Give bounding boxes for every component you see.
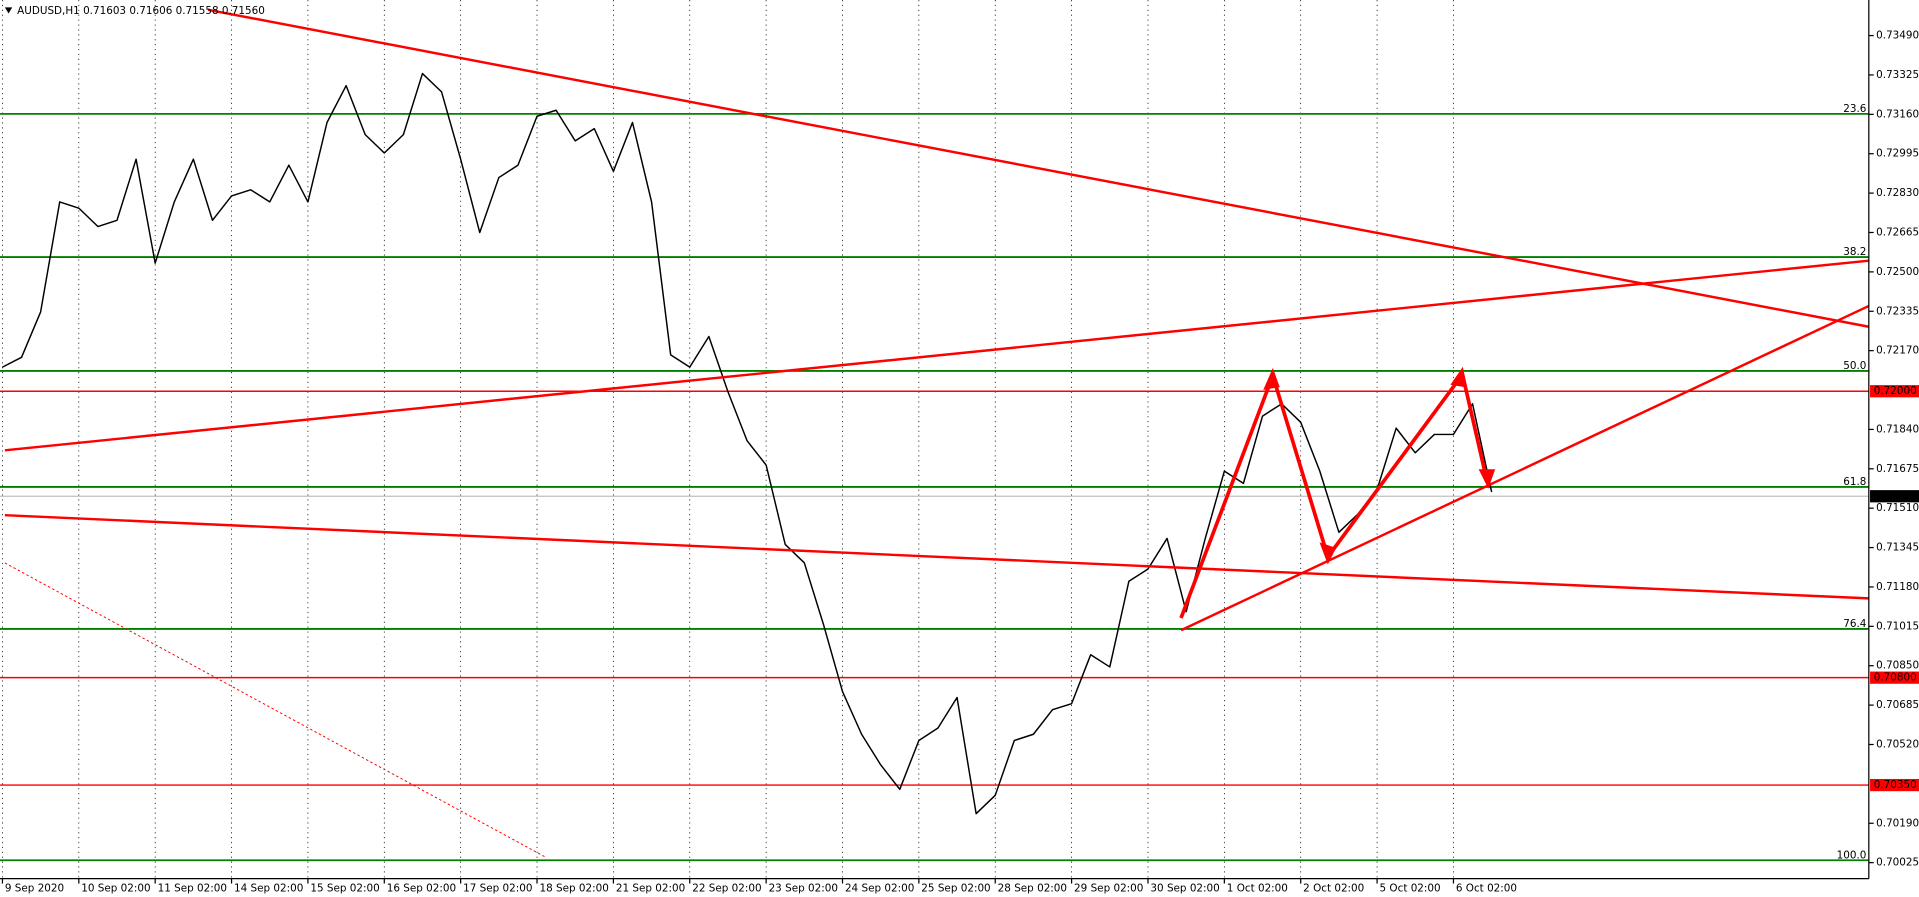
x-tick-label: 23 Sep 02:00 [769,882,838,894]
price-tag [1870,671,1919,684]
y-tick-label: 0.72665 [1876,226,1919,238]
price-tag [1870,778,1919,792]
y-tick-label: 0.72335 [1876,305,1919,317]
y-tick-label: 0.71015 [1876,620,1919,632]
fib-label: 38.2 [1843,246,1866,258]
price-tag-label: 0.70800 [1874,672,1917,684]
fib-label: 23.6 [1843,103,1866,115]
x-tick-label: 17 Sep 02:00 [463,882,532,894]
x-tick-label: 10 Sep 02:00 [81,882,150,894]
fib-label: 61.8 [1843,476,1866,488]
y-tick-label: 0.70025 [1876,857,1919,869]
y-tick-label: 0.73160 [1876,108,1919,120]
x-tick-label: 22 Sep 02:00 [692,882,761,894]
trend-drawings [4,8,1870,858]
y-tick-label: 0.71840 [1876,423,1919,435]
y-tick-label: 0.73325 [1876,69,1919,81]
price-tag-label: 0.72000 [1874,385,1917,397]
y-tick-label: 0.70190 [1876,817,1919,829]
y-tick-label: 0.72995 [1876,148,1919,160]
x-tick-label: 2 Oct 02:00 [1303,882,1364,894]
y-tick-label: 0.71510 [1876,502,1919,514]
chart-title: AUDUSD,H1 0.71603 0.71606 0.71558 0.7156… [17,5,265,17]
y-tick-label: 0.70850 [1876,660,1919,672]
x-tick-label: 24 Sep 02:00 [845,882,914,894]
fib-label: 100.0 [1837,849,1867,861]
y-tick-label: 0.71675 [1876,463,1919,475]
x-tick-label: 14 Sep 02:00 [234,882,303,894]
x-tick-label: 11 Sep 02:00 [158,882,227,894]
y-tick-label: 0.71345 [1876,542,1919,554]
y-tick-label: 0.70520 [1876,738,1919,750]
y-tick-label: 0.70685 [1876,699,1919,711]
x-tick-label: 16 Sep 02:00 [387,882,456,894]
price-tag-label: 0.70350 [1874,779,1917,791]
y-tick-label: 0.72830 [1876,187,1919,199]
arrow-head [1450,366,1467,388]
x-tick-label: 15 Sep 02:00 [310,882,379,894]
trendline [4,513,1869,600]
x-tick-label: 1 Oct 02:00 [1227,882,1288,894]
fib-label: 50.0 [1843,360,1866,372]
price-line-series [2,72,1493,815]
x-tick-label: 18 Sep 02:00 [539,882,608,894]
menu-icon [4,7,13,14]
x-tick-label: 30 Sep 02:00 [1150,882,1219,894]
fib-label: 76.4 [1843,618,1867,630]
arrow-head [1263,367,1280,390]
x-tick-label: 9 Sep 2020 [5,882,64,894]
y-tick-label: 0.72170 [1876,345,1919,357]
last-price-tag [1870,490,1919,503]
y-tick-label: 0.71180 [1876,581,1919,593]
x-tick-label: 6 Oct 02:00 [1456,882,1517,894]
trendline [4,259,1869,452]
arrow-head [1319,542,1337,565]
price-tag [1870,385,1919,398]
x-tick-label: 28 Sep 02:00 [998,882,1067,894]
x-tick-label: 29 Sep 02:00 [1074,882,1143,894]
x-tick-label: 5 Oct 02:00 [1380,882,1441,894]
x-tick-label: 25 Sep 02:00 [921,882,990,894]
x-tick-label: 21 Sep 02:00 [616,882,685,894]
trendline [1180,304,1870,632]
trendline [207,8,1870,328]
last-price-label: 0.71560 [1874,490,1917,502]
y-tick-label: 0.73490 [1876,30,1919,42]
y-tick-label: 0.72500 [1876,266,1919,278]
arrow-head [1478,469,1496,489]
